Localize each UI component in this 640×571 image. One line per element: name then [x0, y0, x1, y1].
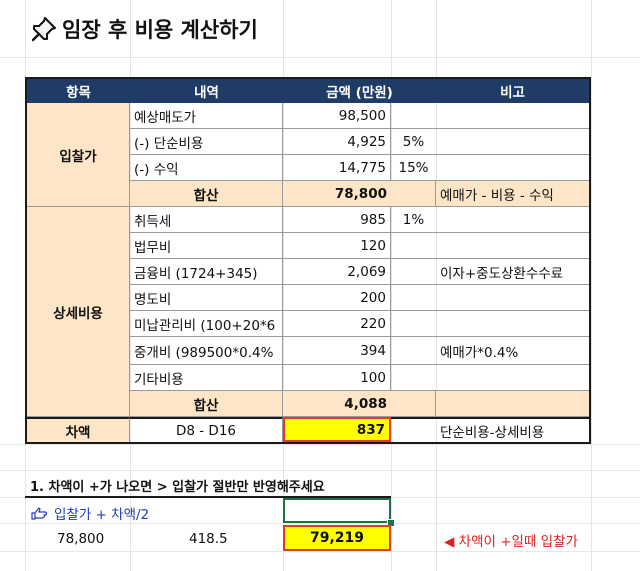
- section-cost-label[interactable]: 상세비용: [27, 207, 130, 417]
- bid-row-1-amount[interactable]: 98,500: [283, 103, 391, 129]
- bid-row-2-amount[interactable]: 4,925: [283, 129, 391, 155]
- cost-row-5-note[interactable]: [436, 311, 589, 337]
- bid-subtotal-label[interactable]: 합산: [130, 181, 283, 207]
- bid-row-1-desc[interactable]: 예상매도가: [130, 103, 283, 129]
- cost-row-4-note[interactable]: [436, 285, 589, 311]
- cost-row-3-note[interactable]: 이자+중도상환수수료: [436, 259, 589, 285]
- cost-row-2-note[interactable]: [436, 233, 589, 259]
- cost-row-6-desc[interactable]: 중개비 (989500*0.4%: [130, 337, 283, 365]
- instruction-text[interactable]: 1. 차액이 +가 나오면 > 입찰가 절반만 반영해주세요: [30, 480, 325, 495]
- cost-subtotal-label[interactable]: 합산: [130, 391, 283, 417]
- cost-row-4-desc[interactable]: 명도비: [130, 285, 283, 311]
- bid-row-2-desc[interactable]: (-) 단순비용: [130, 129, 283, 155]
- pointing-hand-icon: [31, 507, 48, 520]
- cost-row-6-note[interactable]: 예매가*0.4%: [436, 337, 589, 365]
- cost-row-4-pct[interactable]: [391, 285, 436, 311]
- bid-row-3-desc[interactable]: (-) 수익: [130, 155, 283, 181]
- bid-subtotal-note[interactable]: 예매가 - 비용 - 수익: [436, 181, 589, 207]
- cost-row-2-amount[interactable]: 120: [283, 233, 391, 259]
- cost-row-6-amount[interactable]: 394: [283, 337, 391, 365]
- cost-table: [25, 77, 591, 444]
- cost-row-1-pct[interactable]: 1%: [391, 207, 436, 233]
- cost-subtotal-note[interactable]: [436, 391, 589, 417]
- value-bid[interactable]: 78,800: [57, 531, 105, 547]
- bid-row-3-note[interactable]: [436, 155, 589, 181]
- bid-row-1-pct[interactable]: [391, 103, 436, 129]
- cost-row-5-desc[interactable]: 미납관리비 (100+20*6: [130, 311, 283, 337]
- cost-row-1-amount[interactable]: 985: [283, 207, 391, 233]
- sheet-title-text: 임장 후 비용 계산하기: [62, 18, 258, 42]
- diff-label[interactable]: 차액: [27, 417, 130, 442]
- selected-cell[interactable]: [283, 498, 391, 523]
- cost-row-2-pct[interactable]: [391, 233, 436, 259]
- cost-row-5-amount[interactable]: 220: [283, 311, 391, 337]
- bid-subtotal-pct[interactable]: [391, 181, 436, 207]
- bid-row-1-note[interactable]: [436, 103, 589, 129]
- header-note: 비고: [436, 79, 589, 103]
- cost-row-3-desc[interactable]: 금융비 (1724+345): [130, 259, 283, 285]
- cost-row-3-pct[interactable]: [391, 259, 436, 285]
- header-item: 항목: [27, 79, 130, 103]
- sheet-title: 임장 후 비용 계산하기: [30, 14, 258, 44]
- cost-row-5-pct[interactable]: [391, 311, 436, 337]
- bid-row-2-pct[interactable]: 5%: [391, 129, 436, 155]
- hint-text: 입찰가 + 차액/2: [54, 507, 150, 523]
- bid-row-3-pct[interactable]: 15%: [391, 155, 436, 181]
- cost-row-7-note[interactable]: [436, 365, 589, 391]
- cost-subtotal-amount[interactable]: 4,088: [283, 391, 391, 417]
- header-desc: 내역: [130, 79, 283, 103]
- hint-row[interactable]: 입찰가 + 차액/2: [30, 503, 149, 523]
- bid-subtotal-amount[interactable]: 78,800: [283, 181, 391, 207]
- result-note[interactable]: ◀ 차액이 +일때 입찰가: [444, 534, 578, 550]
- diff-note[interactable]: 단순비용-상세비용: [436, 417, 589, 442]
- diff-formula[interactable]: D8 - D16: [130, 417, 283, 442]
- cost-row-7-amount[interactable]: 100: [283, 365, 391, 391]
- value-half[interactable]: 418.5: [189, 531, 228, 547]
- cost-row-4-amount[interactable]: 200: [283, 285, 391, 311]
- bid-row-2-note[interactable]: [436, 129, 589, 155]
- cost-row-1-note[interactable]: [436, 207, 589, 233]
- fill-handle[interactable]: [387, 519, 395, 527]
- cost-row-3-amount[interactable]: 2,069: [283, 259, 391, 285]
- cost-subtotal-pct[interactable]: [391, 391, 436, 417]
- result-value[interactable]: 79,219: [283, 525, 391, 551]
- bid-row-3-amount[interactable]: 14,775: [283, 155, 391, 181]
- diff-pct[interactable]: [391, 417, 436, 442]
- cost-row-7-pct[interactable]: [391, 365, 436, 391]
- pushpin-icon: [31, 17, 56, 42]
- section-bid-label[interactable]: 입찰가: [27, 103, 130, 207]
- cost-row-6-pct[interactable]: [391, 337, 436, 365]
- cost-row-1-desc[interactable]: 취득세: [130, 207, 283, 233]
- cost-row-7-desc[interactable]: 기타비용: [130, 365, 283, 391]
- diff-amount[interactable]: 837: [283, 417, 391, 442]
- instruction-underline: [25, 496, 391, 498]
- header-amount: 금액 (만원): [283, 79, 436, 103]
- cost-row-2-desc[interactable]: 법무비: [130, 233, 283, 259]
